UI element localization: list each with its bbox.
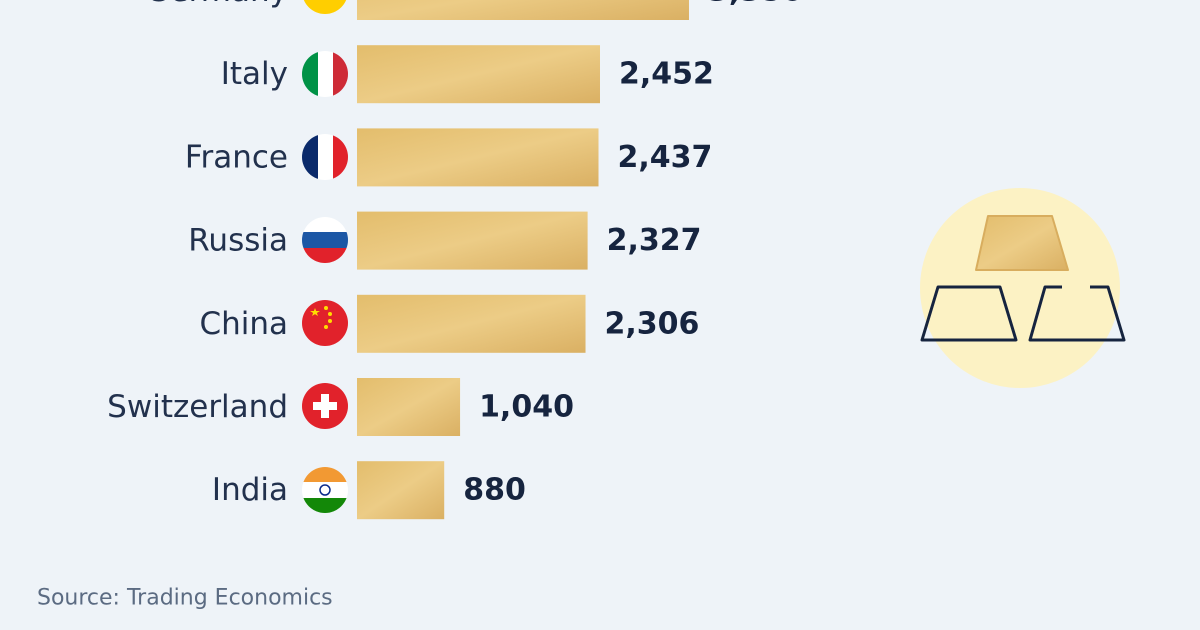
value-label: 2,327: [607, 223, 702, 258]
bar: [357, 128, 599, 187]
category-label: Switzerland: [107, 389, 288, 425]
bar: [357, 0, 689, 20]
category-label: Germany: [146, 0, 288, 9]
source: Source: Trading Economics: [37, 586, 333, 611]
value-label: 2,306: [605, 306, 700, 341]
value-label: 3,350: [708, 0, 803, 9]
value-label: 1,040: [479, 390, 574, 425]
bar: [357, 461, 445, 520]
category-label: Italy: [221, 56, 288, 92]
category-label: India: [212, 472, 288, 508]
value-label: 2,437: [618, 140, 713, 175]
bar: [357, 211, 588, 270]
value-label: 2,452: [619, 57, 714, 92]
category-label: Russia: [188, 223, 288, 259]
bar: [357, 294, 586, 353]
bar: [357, 45, 600, 104]
category-label: France: [185, 139, 288, 175]
flags: [302, 0, 348, 513]
category-label: China: [199, 306, 288, 342]
gold-icon: [920, 188, 1126, 388]
bar: [357, 378, 461, 436]
value-label: 880: [463, 473, 526, 508]
